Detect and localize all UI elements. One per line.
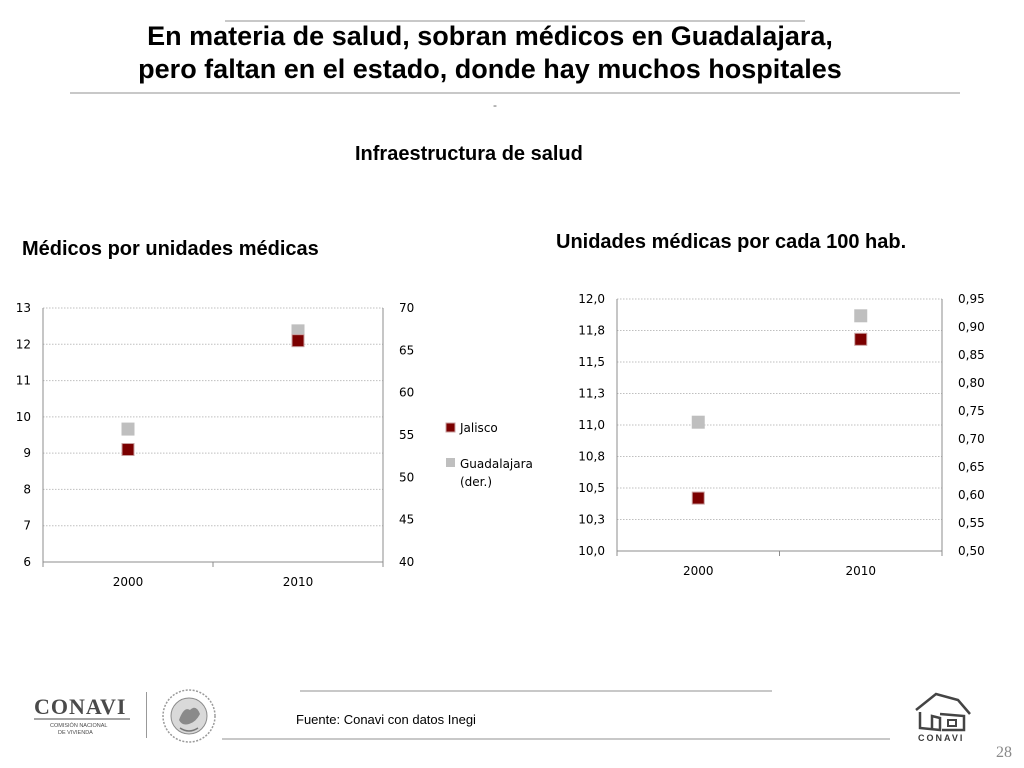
chart1-legend-label-jalisco: Jalisco <box>459 421 498 435</box>
footer-rule-top <box>300 690 772 692</box>
chart1-title: Médicos por unidades médicas <box>22 238 319 260</box>
chart1-left-tick-label: 13 <box>16 301 31 315</box>
logo-divider <box>146 692 147 738</box>
top-rule-short <box>225 20 805 22</box>
chart2-right-tick-label: 0,90 <box>958 320 985 334</box>
slide-title: En materia de salud, sobran médicos en G… <box>90 20 890 86</box>
chart2-left-tick-label: 10,3 <box>578 513 605 527</box>
title-dash: - <box>493 98 497 112</box>
chart2-right-tick-label: 0,75 <box>958 404 985 418</box>
slide-title-line-1: En materia de salud, sobran médicos en G… <box>147 21 833 51</box>
chart2-marker-guadalajara <box>854 309 868 323</box>
footer-rule-bottom <box>222 738 890 740</box>
national-seal-icon <box>162 689 216 743</box>
conavi-logo-text: CONAVI <box>34 694 126 719</box>
slide-title-line-2: pero faltan en el estado, donde hay much… <box>138 54 842 84</box>
chart2-left-tick-label: 10,8 <box>578 450 605 464</box>
chart2-left-tick-label: 11,5 <box>578 355 605 369</box>
chart1-legend-label-guadalajara-der: (der.) <box>460 475 492 489</box>
chart2-right-tick-label: 0,55 <box>958 516 985 530</box>
chart2-right-tick-label: 0,95 <box>958 292 985 306</box>
chart2-marker-jalisco <box>691 491 705 505</box>
chart2-category-label: 2010 <box>845 564 876 578</box>
chart2-left-tick-label: 11,3 <box>578 387 605 401</box>
chart1-right-tick-label: 60 <box>399 386 414 400</box>
chart-unidades-por-100hab: 10,0 10,3 10,5 10,8 11,0 11,3 11,5 11,8 12,0 0,50… <box>560 285 1010 600</box>
chart1-marker-jalisco <box>121 443 135 457</box>
chart1-left-tick-label: 9 <box>23 446 31 460</box>
chart2-right-tick-label: 0,65 <box>958 460 985 474</box>
chart1-right-tick-label: 65 <box>399 343 414 357</box>
chart2-left-tick-label: 11,0 <box>578 418 605 432</box>
chart1-left-tick-label: 11 <box>16 374 31 388</box>
chart1-left-tick-label: 8 <box>23 482 31 496</box>
chart2-right-tick-label: 0,80 <box>958 376 985 390</box>
chart1-left-tick-label: 12 <box>16 337 31 351</box>
conavi-house-logo: CONAVI <box>915 692 971 743</box>
chart1-right-tick-label: 55 <box>399 428 414 442</box>
conavi-logo-sub2: DE VIVIENDA <box>58 730 93 736</box>
top-rule-long <box>70 92 960 94</box>
chart1-category-label: 2010 <box>283 575 314 589</box>
chart2-left-tick-label: 11,8 <box>578 324 605 338</box>
chart1-category-label: 2000 <box>113 575 144 589</box>
chart-medicos-por-unidades: 6 7 8 9 10 11 12 13 40 45 50 55 60 65 70 2000 2010 Jalisc… <box>0 290 560 615</box>
section-heading: Infraestructura de salud <box>355 143 583 165</box>
chart1-right-tick-label: 40 <box>399 555 414 569</box>
chart2-left-tick-label: 10,5 <box>578 481 605 495</box>
chart1-left-tick-label: 6 <box>23 555 31 569</box>
chart2-marker-jalisco <box>854 332 868 346</box>
page-number: 28 <box>996 744 1012 761</box>
chart2-title: Unidades médicas por cada 100 hab. <box>556 231 907 253</box>
chart1-legend-swatch-jalisco <box>445 422 456 433</box>
source-note: Fuente: Conavi con datos Inegi <box>296 712 476 727</box>
chart1-right-tick-label: 70 <box>399 301 414 315</box>
chart2-left-tick-label: 10,0 <box>578 544 605 558</box>
chart2-category-label: 2000 <box>683 564 714 578</box>
chart2-right-tick-label: 0,60 <box>958 488 985 502</box>
conavi-logo-left: CONAVI COMISIÓN NACIONAL DE VIVIENDA <box>34 694 130 736</box>
chart1-marker-jalisco <box>291 334 305 348</box>
chart2-svg: 10,0 10,3 10,5 10,8 11,0 11,3 11,5 11,8 12,0 0,50… <box>578 292 985 578</box>
chart2-right-tick-label: 0,85 <box>958 348 985 362</box>
chart1-legend-swatch-guadalajara <box>446 458 455 467</box>
conavi-logo-sub1: COMISIÓN NACIONAL <box>50 722 107 729</box>
chart2-right-tick-label: 0,50 <box>958 544 985 558</box>
chart1-legend-label-guadalajara: Guadalajara <box>460 457 533 471</box>
chart1-svg: 6 7 8 9 10 11 12 13 40 45 50 55 60 65 70 2000 2010 Jalisc… <box>16 301 533 589</box>
chart1-left-tick-label: 10 <box>16 410 31 424</box>
chart2-right-tick-label: 0,70 <box>958 432 985 446</box>
chart1-marker-guadalajara <box>121 422 135 436</box>
chart1-right-tick-label: 45 <box>399 513 414 527</box>
chart1-right-tick-label: 50 <box>399 470 414 484</box>
conavi-house-logo-text: CONAVI <box>918 733 964 743</box>
chart2-left-tick-label: 12,0 <box>578 292 605 306</box>
chart2-marker-guadalajara <box>691 415 705 429</box>
chart1-left-tick-label: 7 <box>23 519 31 533</box>
